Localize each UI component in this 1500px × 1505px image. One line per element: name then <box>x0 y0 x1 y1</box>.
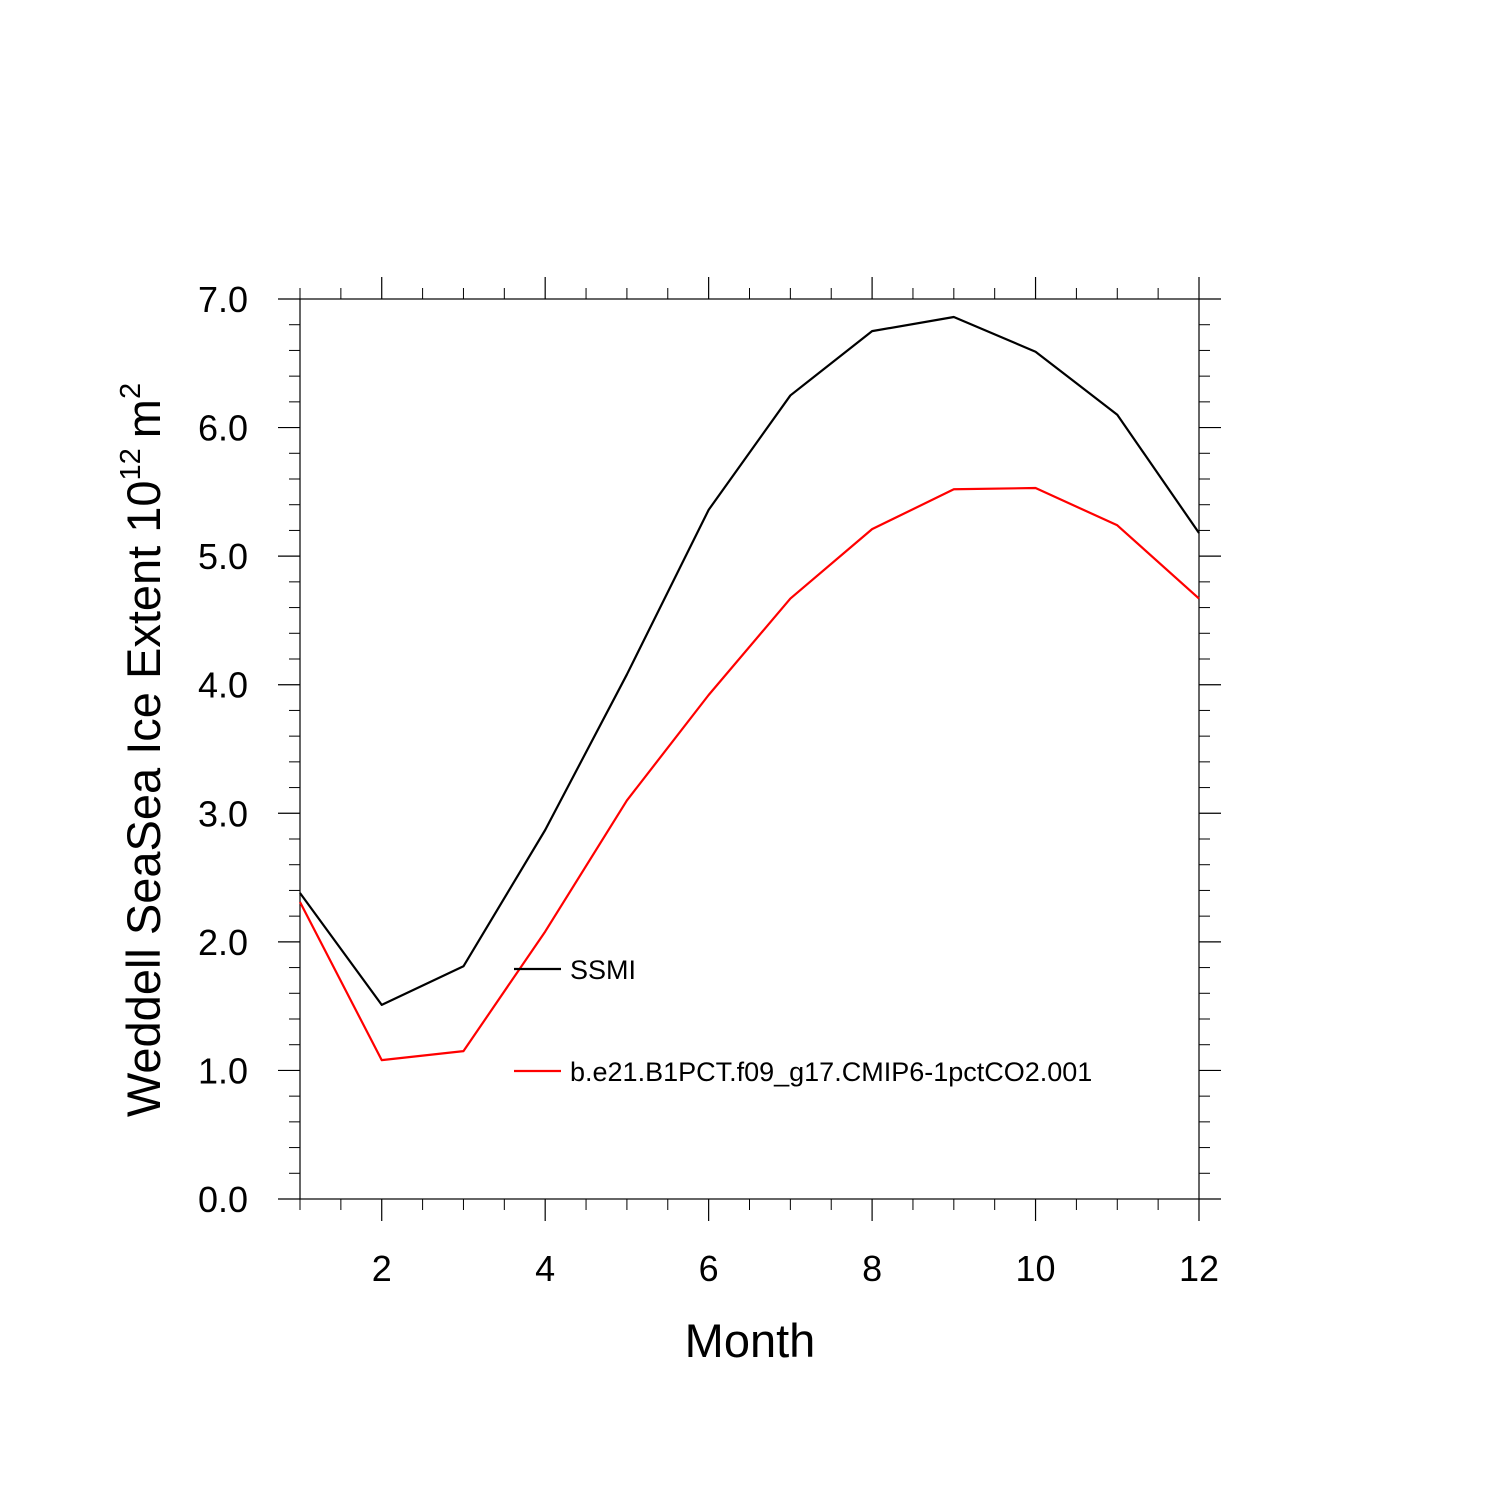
y-axis-title-unit-exponent: 2 <box>115 383 147 399</box>
minor-ticks <box>289 288 1210 1210</box>
y-axis-title-text: Weddell SeaSea Ice Extent 10 <box>117 480 170 1117</box>
y-tick-label: 4.0 <box>198 665 248 706</box>
series-line-2 <box>299 486 1200 1062</box>
y-tick-label: 0.0 <box>198 1179 248 1220</box>
series-lines <box>299 315 1200 1062</box>
y-tick-label: 7.0 <box>198 279 248 320</box>
y-tick-labels: 0.0 1.0 2.0 3.0 4.0 5.0 6.0 7.0 <box>198 279 248 1220</box>
y-axis-title-exponent: 12 <box>115 448 147 480</box>
y-axis-title: Weddell SeaSea Ice Extent 1012 m2 <box>115 383 170 1117</box>
y-tick-label: 1.0 <box>198 1050 248 1091</box>
x-tick-label: 10 <box>1016 1248 1056 1289</box>
y-tick-label: 3.0 <box>198 793 248 834</box>
major-ticks <box>278 277 1221 1221</box>
y-tick-label: 5.0 <box>198 536 248 577</box>
legend-label-1: SSMI <box>570 955 636 985</box>
x-tick-label: 6 <box>699 1248 719 1289</box>
x-tick-label: 4 <box>535 1248 555 1289</box>
x-tick-label: 12 <box>1179 1248 1219 1289</box>
y-tick-label: 2.0 <box>198 922 248 963</box>
y-axis-title-unit: m <box>117 399 170 438</box>
y-tick-label: 6.0 <box>198 408 248 449</box>
x-axis-title: Month <box>685 1314 816 1367</box>
legend-label-2: b.e21.B1PCT.f09_g17.CMIP6-1pctCO2.001 <box>570 1057 1092 1087</box>
x-tick-label: 8 <box>862 1248 882 1289</box>
series-line-1 <box>299 315 1200 1006</box>
x-tick-label: 2 <box>372 1248 392 1289</box>
x-tick-labels: 2 4 6 8 10 12 <box>372 1248 1219 1289</box>
legend: SSMI b.e21.B1PCT.f09_g17.CMIP6-1pctCO2.00… <box>514 955 1092 1087</box>
